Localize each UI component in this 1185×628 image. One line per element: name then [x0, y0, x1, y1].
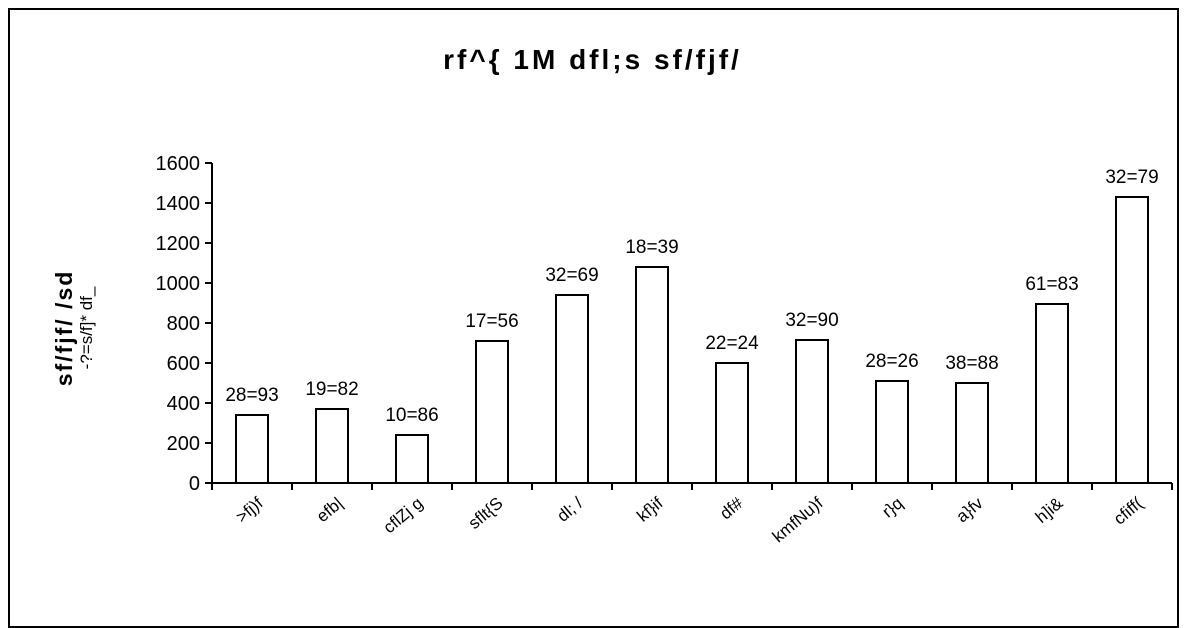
bar	[555, 294, 589, 484]
data-label: 32=90	[785, 310, 838, 331]
category-label: sflt{S	[465, 494, 507, 533]
data-label: 38=88	[945, 353, 998, 374]
data-label: 18=39	[625, 237, 678, 258]
category-label: kf}if	[633, 493, 666, 525]
data-label: 28=93	[225, 385, 278, 406]
y-tick-label: 0	[189, 473, 200, 495]
y-tick-label: 1200	[156, 233, 201, 255]
category-label: kmfNu)f	[769, 493, 827, 546]
category-label: >fj)f	[232, 493, 266, 526]
data-label: 32=79	[1105, 167, 1158, 188]
bar	[875, 380, 909, 484]
category-label: efb|	[313, 494, 347, 527]
data-label: 17=56	[465, 311, 518, 332]
data-label: 19=82	[305, 379, 358, 400]
y-tick-label: 800	[167, 313, 200, 335]
bar	[1115, 196, 1149, 484]
category-label: r}q	[878, 494, 906, 522]
y-tick-label: 400	[167, 393, 200, 415]
category-label: dl; /	[553, 493, 586, 525]
y-tick-label: 1400	[156, 193, 201, 215]
bar	[395, 434, 429, 484]
category-label: h]i&	[1032, 493, 1067, 527]
y-tick-label: 1600	[156, 153, 201, 175]
chart-frame	[8, 8, 1179, 628]
y-tick-label: 600	[167, 353, 200, 375]
data-label: 32=69	[545, 265, 598, 286]
bar	[635, 266, 669, 484]
bar	[1035, 303, 1069, 484]
data-label: 22=24	[705, 333, 759, 354]
chart-title: rf^{ 1M dfl;s sf/fjf/	[443, 44, 742, 75]
bar	[795, 339, 829, 484]
category-label: df#	[716, 493, 747, 523]
bar	[235, 414, 269, 484]
bar	[715, 362, 749, 484]
bar	[955, 382, 989, 484]
bar	[315, 408, 349, 484]
category-label: a}fv	[953, 493, 987, 526]
data-label: 28=26	[865, 351, 918, 372]
bar	[475, 340, 509, 484]
category-label: cfiff(	[1110, 493, 1147, 528]
y-tick-label: 1000	[156, 273, 201, 295]
y-tick-label: 200	[167, 433, 200, 455]
data-label: 10=86	[385, 405, 438, 426]
category-label: cflZj g	[380, 494, 427, 538]
data-label: 61=83	[1025, 274, 1078, 295]
